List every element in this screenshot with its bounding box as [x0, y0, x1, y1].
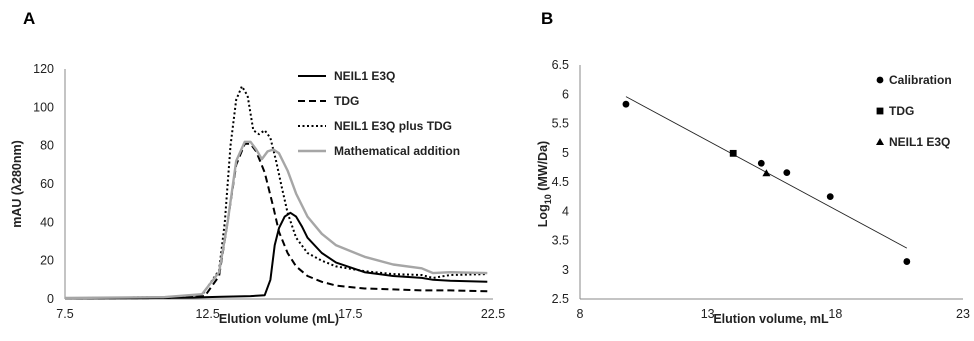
legend-marker-neil1-e3q	[876, 138, 884, 145]
y-tick-label-a: 60	[40, 177, 54, 191]
x-tick-label-a: 17.5	[338, 307, 362, 321]
data-point-calibration	[903, 258, 911, 265]
x-tick-label-a: 7.5	[56, 307, 73, 321]
data-point-calibration	[783, 169, 791, 177]
legend-a: NEIL1 E3Q TDG NEIL1 E3Q plus TDG Mathematic…	[298, 69, 460, 158]
y-tick-label-b: 3	[562, 263, 569, 277]
y-tick-label-b: 5	[562, 146, 569, 160]
legend-label-tdg: TDG	[889, 104, 914, 118]
y-tick-label-b: 6	[562, 87, 569, 101]
data-point-calibration	[826, 193, 834, 201]
y-tick-label-b: 5.5	[552, 117, 569, 131]
data-point-neil1-e3q	[762, 169, 771, 177]
y-axis-title-b: Log10 (MW/Da)	[536, 141, 553, 227]
legend-marker-calibration	[876, 76, 884, 84]
legend-b: Calibration TDG NEIL1 E3Q	[876, 73, 952, 149]
x-tick-label-a: 12.5	[195, 307, 219, 321]
y-tick-label-a: 40	[40, 215, 54, 229]
data-point-tdg	[729, 149, 737, 157]
data-point-calibration	[622, 100, 630, 108]
x-axis-title-b: Elution volume, mL	[713, 312, 829, 326]
y-tick-label-a: 20	[40, 254, 54, 268]
series-line-tdg	[64, 142, 488, 300]
x-tick-label-b: 23	[956, 307, 970, 321]
x-tick-label-b: 13	[701, 307, 715, 321]
y-tick-label-b: 2.5	[552, 292, 569, 306]
series-line-neil1-e3q	[64, 211, 488, 300]
y-tick-label-b: 3.5	[552, 234, 569, 248]
y-tick-label-a: 100	[33, 100, 54, 114]
data-point-calibration	[757, 159, 765, 167]
legend-label-neil1-e3q: NEIL1 E3Q	[334, 69, 395, 83]
y-tick-label-a: 0	[47, 292, 54, 306]
x-tick-label-b: 8	[577, 307, 584, 321]
x-tick-label-a: 22.5	[481, 307, 505, 321]
y-tick-label-b: 4.5	[552, 175, 569, 189]
chart-b: B 2.5 3 3.5 4 4.5 5 5.5 6 6.5 8 13 18 23 Elution vo…	[536, 9, 970, 326]
y-tick-label-b: 6.5	[552, 58, 569, 72]
chart-a: A 0 20 40 60 80 100 120 7.5 12.5 17.5 22.5 Elutio…	[10, 9, 505, 326]
x-axis-title-a: Elution volume (mL)	[219, 312, 339, 326]
y-tick-label-a: 120	[33, 62, 54, 76]
panel-label-a: A	[23, 9, 35, 28]
y-tick-label-b: 4	[562, 204, 569, 218]
y-axis-title-a: mAU (λ280nm)	[10, 140, 24, 228]
y-tick-label-a: 80	[40, 139, 54, 153]
legend-label-mathematical-addition: Mathematical addition	[334, 144, 460, 158]
legend-label-neil1-e3q: NEIL1 E3Q	[889, 135, 950, 149]
legend-label-neil1-e3q-plus-tdg: NEIL1 E3Q plus TDG	[334, 119, 452, 133]
series-line-mathematical-addition	[64, 140, 488, 300]
x-tick-label-b: 18	[828, 307, 842, 321]
panel-label-b: B	[541, 9, 553, 28]
legend-label-tdg: TDG	[334, 94, 359, 108]
legend-marker-tdg	[876, 107, 884, 115]
legend-label-calibration: Calibration	[889, 73, 952, 87]
